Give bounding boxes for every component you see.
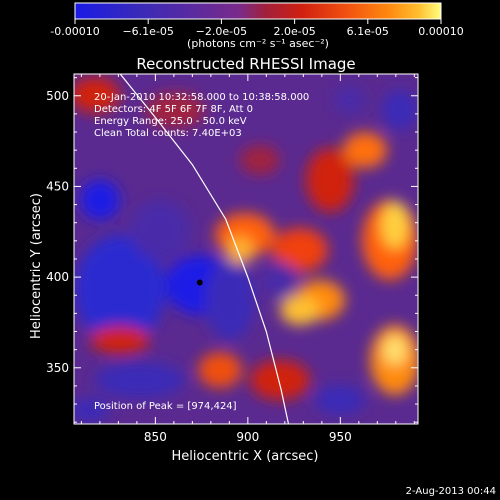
y-tick-label: 450 [46, 179, 69, 193]
colorbar: -0.00010 −6.1e-05 −2.0e-05 2.0e-05 6.1e-05 0.… [50, 2, 464, 50]
colorbar-ticks: -0.00010 −6.1e-05 −2.0e-05 2.0e-05 6.1e-05 0.… [50, 19, 464, 38]
x-tick-label: 900 [236, 430, 259, 444]
annotation-time-range: 20-Jan-2010 10:32:58.000 to 10:38:58.000 [94, 92, 309, 103]
y-tick-label: 350 [46, 361, 69, 375]
y-tick-label: 400 [46, 270, 69, 284]
colorbar-tick-label: 0.00010 [418, 25, 464, 38]
colorbar-unit-label: (photons cm⁻² s⁻¹ asec⁻²) [187, 37, 329, 50]
heatmap-image [74, 74, 418, 424]
colorbar-tick-label: 2.0e-05 [273, 25, 315, 38]
y-axis-label: Heliocentric Y (arcsec) [29, 193, 44, 339]
annotation-energy-range: Energy Range: 25.0 - 50.0 keV [94, 116, 247, 127]
colorbar-tick-label: -0.00010 [50, 25, 99, 38]
x-tick-label: 850 [144, 430, 167, 444]
x-tick-label: 950 [329, 430, 352, 444]
annotation-detectors: Detectors: 4F 5F 6F 7F 8F, Att 0 [94, 104, 253, 115]
chart-title: Reconstructed RHESSI Image [136, 55, 355, 73]
plot-frame [73, 73, 419, 425]
x-axis-label: Heliocentric X (arcsec) [172, 449, 319, 464]
colorbar-tick-label: 6.1e-05 [347, 25, 389, 38]
annotation-clean-counts: Clean Total counts: 7.40E+03 [94, 128, 242, 139]
solar-limb-curve [119, 74, 290, 424]
heatmap-blobs [74, 77, 418, 422]
y-axis-ticks: 350 400 450 500 [46, 77, 418, 423]
peak-position-label: Position of Peak = [974,424] [94, 401, 237, 412]
colorbar-tick-label: −2.0e-05 [196, 25, 247, 38]
colorbar-tick-label: −6.1e-05 [122, 25, 173, 38]
y-tick-label: 500 [46, 89, 69, 103]
footer-date: 2-Aug-2013 00:44 [406, 486, 496, 497]
colorbar-gradient [74, 2, 442, 20]
annotation-block: 20-Jan-2010 10:32:58.000 to 10:38:58.000… [94, 92, 309, 139]
peak-marker [196, 279, 203, 286]
x-axis-ticks: 850 900 950 [80, 74, 415, 444]
